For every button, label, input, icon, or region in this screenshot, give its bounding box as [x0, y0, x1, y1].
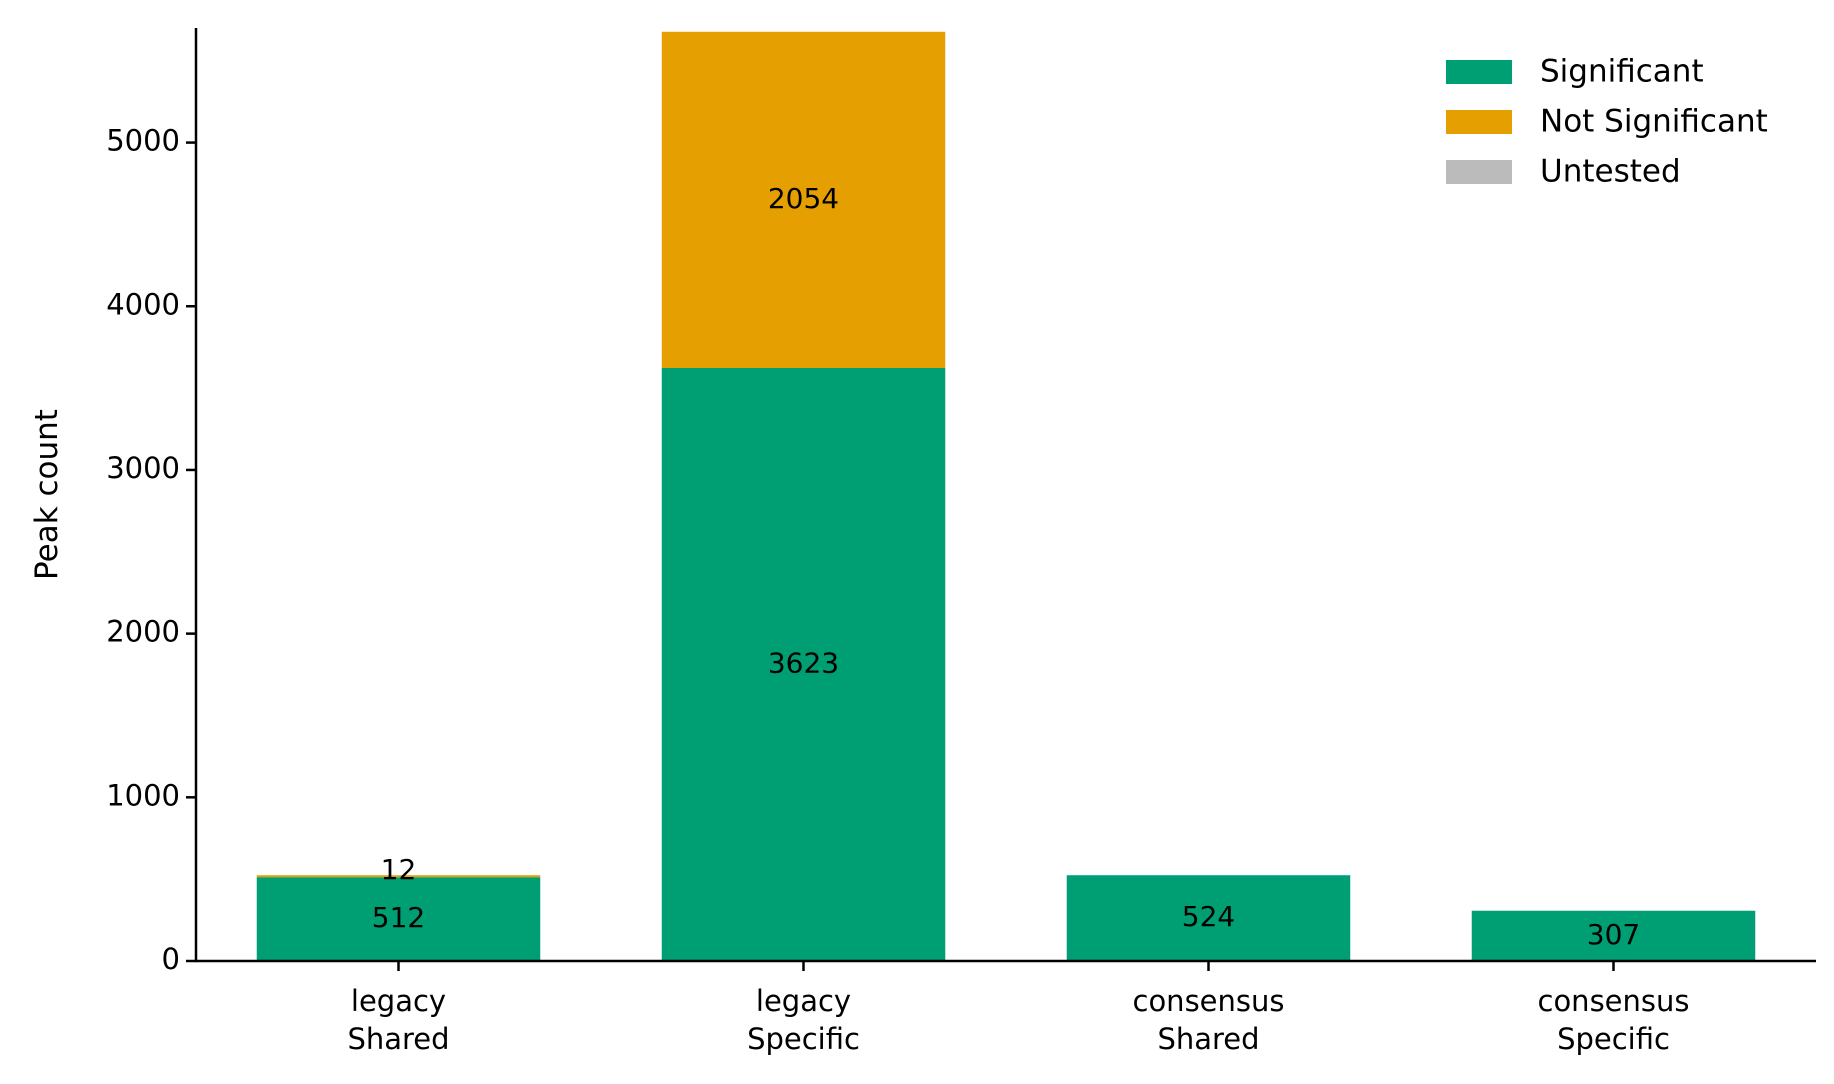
- bar-legacy-specific-significant: [661, 367, 946, 961]
- y-tick-label-1000: 1000: [106, 778, 180, 812]
- legend-label-untested: Untested: [1540, 154, 1681, 190]
- y-tick-label-2000: 2000: [106, 615, 180, 649]
- x-tick-label-consensus-shared: consensus Shared: [1133, 984, 1285, 1056]
- bar-legacy-shared-significant: [256, 877, 541, 961]
- y-axis-title: Peak count: [29, 409, 65, 580]
- data-label-legacy-specific-not-significant: 2054: [768, 182, 839, 215]
- y-tick-label-3000: 3000: [106, 451, 180, 485]
- data-label-legacy-shared-not-significant: 12: [381, 853, 417, 886]
- legend-swatch-not-significant: [1446, 110, 1512, 134]
- legend-swatch-untested: [1446, 160, 1512, 184]
- bars-layer: [256, 31, 1756, 961]
- data-label-consensus-specific-significant: 307: [1587, 918, 1640, 951]
- data-labels-layer: 512 12 3623 2054 524 307: [372, 182, 1640, 951]
- axes-layer: 0 1000 2000 3000 4000 5000 legacy Shared legacy S…: [29, 28, 1816, 1056]
- bar-consensus-shared-significant: [1066, 875, 1351, 961]
- y-tick-label-4000: 4000: [106, 287, 180, 321]
- y-tick-label-0: 0: [162, 942, 180, 976]
- bar-legacy-shared-not-significant: [256, 875, 541, 878]
- legend-label-not-significant: Not Significant: [1540, 104, 1768, 140]
- x-tick-label-legacy-specific: legacy Specific: [747, 984, 860, 1056]
- x-tick-label-consensus-specific: consensus Specific: [1538, 984, 1690, 1056]
- legend: Significant Not Significant Untested: [1446, 54, 1768, 190]
- data-label-consensus-shared-significant: 524: [1182, 900, 1235, 933]
- data-label-legacy-shared-significant: 512: [372, 901, 425, 934]
- x-tick-label-legacy-shared: legacy Shared: [347, 984, 449, 1056]
- data-label-legacy-specific-significant: 3623: [768, 646, 839, 679]
- bar-legacy-specific-not-significant: [661, 31, 946, 368]
- y-tick-label-5000: 5000: [106, 124, 180, 158]
- legend-swatch-significant: [1446, 60, 1512, 84]
- bar-consensus-specific-significant: [1471, 910, 1756, 961]
- legend-label-significant: Significant: [1540, 54, 1704, 90]
